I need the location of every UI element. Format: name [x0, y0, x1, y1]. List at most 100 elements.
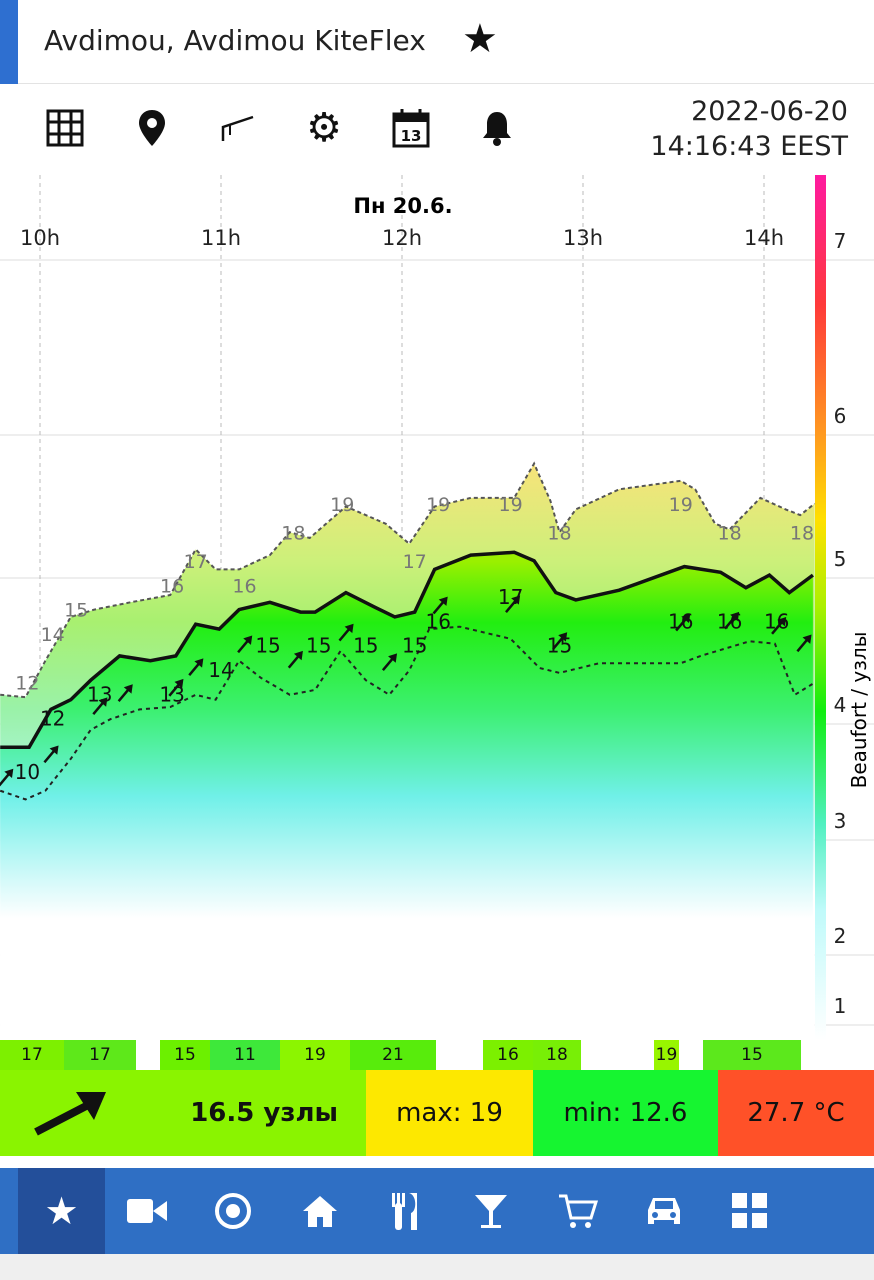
arrow-shaft	[117, 688, 130, 702]
arrow-head	[243, 635, 253, 645]
arrow-head	[802, 634, 812, 644]
nav-more[interactable]	[707, 1168, 793, 1254]
gust-label: 19	[499, 494, 523, 516]
arrow-shaft	[796, 638, 809, 653]
wind-direction-arrow-icon	[117, 684, 133, 702]
arrow-head	[4, 768, 14, 779]
gust-label: 16	[160, 575, 184, 597]
forecast-cell: 17	[64, 1040, 136, 1070]
toolbar: ⚙ 13	[0, 100, 874, 164]
forecast-cell	[136, 1040, 160, 1070]
average-label: 10	[15, 760, 40, 784]
gust-label: 17	[403, 551, 427, 573]
time: 14:16:43 EEST	[650, 131, 848, 162]
speed-box: 16.5 узлы	[0, 1070, 366, 1156]
header: Avdimou, Avdimou KiteFlex ★	[0, 0, 874, 84]
arrow-head	[123, 684, 133, 694]
forecast-cell: 19	[280, 1040, 350, 1070]
map-pin-icon[interactable]	[130, 106, 174, 150]
gust-label: 18	[718, 522, 742, 544]
x-tick: 14h	[744, 226, 784, 250]
grid-icon[interactable]	[43, 106, 87, 150]
arrow-shaft	[432, 600, 445, 615]
lull-line	[0, 625, 816, 801]
wind-direction-arrow-icon	[168, 678, 184, 697]
nav-shops[interactable]	[535, 1168, 621, 1254]
cocktail-icon	[475, 1195, 507, 1228]
forecast-cell: 19	[654, 1040, 679, 1070]
beaufort-tick: 1	[834, 994, 847, 1018]
average-label: 16	[425, 609, 450, 633]
gust-label: 19	[330, 494, 354, 516]
nav-favorites[interactable]: ★	[18, 1168, 105, 1254]
average-label: 14	[208, 658, 233, 682]
arrow-head	[438, 596, 448, 606]
home-icon	[303, 1196, 337, 1227]
arrow-head	[98, 697, 108, 707]
wind-direction-arrow-icon	[0, 768, 14, 787]
forecast-cell: 11	[210, 1040, 280, 1070]
beaufort-tick: 6	[834, 404, 847, 428]
beaufort-tick: 4	[834, 693, 847, 717]
forecast-cell	[581, 1040, 654, 1070]
nav-rentals[interactable]	[621, 1168, 707, 1254]
system-bar	[0, 1254, 874, 1280]
video-icon	[127, 1199, 167, 1223]
arrow-head	[293, 650, 303, 661]
star-icon[interactable]: ★	[462, 16, 498, 62]
arrow-shaft	[381, 657, 395, 672]
average-label: 15	[402, 634, 427, 658]
slope-icon[interactable]	[216, 106, 260, 150]
gust-label: 18	[281, 522, 305, 544]
average-label: 12	[40, 707, 65, 731]
page-title: Avdimou, Avdimou KiteFlex	[44, 24, 426, 57]
nav-webcams[interactable]	[104, 1168, 190, 1254]
x-tick: 11h	[201, 226, 241, 250]
gust-label: 15	[64, 600, 88, 622]
gust-label: 18	[547, 522, 571, 544]
max-box: max: 19	[366, 1070, 533, 1156]
beaufort-tick: 3	[834, 809, 847, 833]
average-label: 15	[306, 634, 331, 658]
arrow-head	[194, 658, 204, 668]
x-tick: 12h	[382, 226, 422, 250]
average-line	[0, 550, 814, 749]
nav-bars[interactable]	[448, 1168, 534, 1254]
wind-direction-arrow-icon	[432, 596, 448, 615]
wind-direction-arrow-icon	[43, 745, 59, 764]
bell-icon[interactable]	[475, 106, 519, 150]
nav-accommodation[interactable]	[277, 1168, 363, 1254]
gear-icon[interactable]: ⚙	[306, 105, 342, 151]
beaufort-tick: 7	[834, 229, 847, 253]
arrow-shaft	[188, 662, 201, 676]
date: 2022-06-20	[691, 96, 848, 127]
gust-label: 17	[184, 551, 208, 573]
arrow-shaft	[0, 772, 11, 787]
average-label: 15	[255, 634, 280, 658]
nav-restaurants[interactable]	[362, 1168, 448, 1254]
car-icon	[648, 1198, 680, 1224]
gust-label: 19	[669, 494, 693, 516]
arrow-shaft	[287, 654, 301, 669]
header-accent	[0, 0, 18, 84]
forecast-cell	[436, 1040, 483, 1070]
calendar-icon[interactable]: 13	[389, 106, 433, 150]
wind-direction-arrow-icon	[287, 650, 303, 669]
forecast-cell: 15	[160, 1040, 210, 1070]
arrow-head	[388, 653, 398, 663]
nav-spots[interactable]	[190, 1168, 276, 1254]
forecast-cell: 15	[703, 1040, 801, 1070]
y-axis-label: Beaufort / узлы	[847, 632, 871, 789]
arrow-shaft	[675, 617, 688, 632]
arrow-head	[777, 616, 787, 627]
arrow-shaft	[168, 682, 181, 697]
arrow-head	[344, 623, 354, 634]
gust-line	[0, 461, 816, 699]
gust-label: 14	[41, 624, 65, 646]
gust-label: 18	[790, 522, 814, 544]
x-tick: 13h	[563, 226, 603, 250]
forecast-cell	[679, 1040, 703, 1070]
forecast-cell: 21	[350, 1040, 436, 1070]
bottom-nav: ★	[0, 1168, 874, 1254]
